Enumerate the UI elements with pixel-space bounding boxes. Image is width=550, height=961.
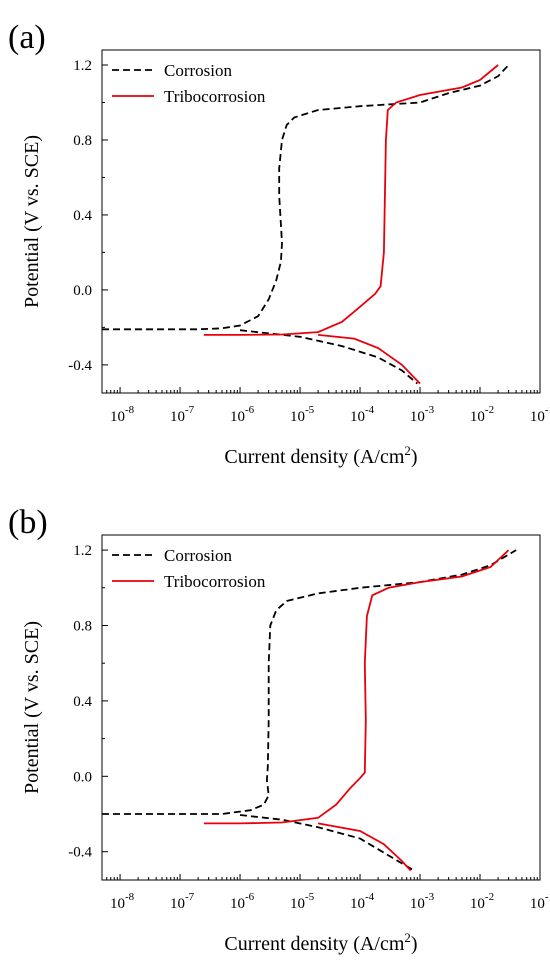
- x-tick-label: 10-4: [350, 404, 375, 425]
- series-line-tribocorrosion-cathodic: [318, 334, 421, 385]
- x-tick-exponent: -1: [545, 891, 550, 903]
- series-line-tribocorrosion-cathodic: [317, 822, 412, 872]
- x-axis-label-main: Current density (A/cm: [224, 446, 404, 468]
- y-tick-label: -0.4: [68, 845, 92, 861]
- x-axis-label-close: ): [411, 446, 418, 468]
- y-tick-label: 0.0: [73, 769, 92, 785]
- y-tick-label: 0.0: [73, 283, 92, 299]
- series-line-corrosion-cathodic: [239, 329, 418, 385]
- plot-frame: [101, 534, 541, 881]
- y-tick-label: 0.8: [73, 618, 92, 634]
- panel-label: (b): [8, 504, 48, 541]
- y-tick-label: 0.4: [73, 694, 92, 710]
- series-line-tribocorrosion-anodic: [203, 549, 510, 825]
- x-tick-base: 10: [410, 409, 425, 425]
- x-tick-label: 10-3: [410, 891, 435, 912]
- x-tick-base: 10: [170, 409, 185, 425]
- x-tick-exponent: -5: [305, 404, 315, 416]
- x-tick-label: 10-1: [530, 891, 550, 912]
- x-tick-exponent: -1: [545, 404, 550, 416]
- x-tick-base: 10: [230, 409, 245, 425]
- x-tick-base: 10: [110, 896, 125, 912]
- x-tick-label: 10-8: [110, 404, 135, 425]
- chart-panel-a: (a)-0.40.00.40.81.210-8 10-7 10-6 10-5 10-4 1…: [8, 19, 550, 468]
- x-tick-label: 10-5: [290, 404, 315, 425]
- x-axis-label-main: Current density (A/cm: [224, 933, 404, 955]
- x-tick-label: 10-7: [170, 404, 195, 425]
- series-line-tribocorrosion-anodic: [203, 64, 499, 336]
- x-tick-label: 10-1: [530, 404, 550, 425]
- y-tick-label: 1.2: [73, 543, 92, 559]
- x-tick-exponent: -4: [365, 404, 375, 416]
- chart-panel-b: (b)-0.40.00.40.81.210-8 10-7 10-6 10-5 10-4 1…: [8, 504, 550, 955]
- x-tick-base: 10: [410, 896, 425, 912]
- x-axis-label: Current density (A/cm2): [224, 930, 417, 955]
- x-tick-base: 10: [290, 409, 305, 425]
- x-tick-exponent: -6: [245, 891, 255, 903]
- x-tick-label: 10-2: [470, 891, 494, 912]
- y-tick-label: 0.8: [73, 133, 92, 149]
- plot-frame: [101, 49, 541, 394]
- x-axis-label-superscript: 2: [404, 930, 411, 945]
- x-tick-base: 10: [530, 896, 545, 912]
- x-tick-label: 10-7: [170, 891, 195, 912]
- y-tick-label: 0.4: [73, 208, 92, 224]
- y-axis-label: Potential (V vs. SCE): [21, 135, 43, 308]
- x-tick-exponent: -7: [185, 891, 195, 903]
- x-tick-exponent: -6: [245, 404, 255, 416]
- x-tick-label: 10-6: [230, 891, 255, 912]
- x-axis-label-superscript: 2: [404, 443, 411, 458]
- x-tick-exponent: -5: [305, 891, 315, 903]
- series-line-corrosion-cathodic: [239, 814, 415, 872]
- series-line-corrosion-anodic: [102, 64, 510, 331]
- x-tick-base: 10: [110, 409, 125, 425]
- x-tick-exponent: -4: [365, 891, 375, 903]
- x-tick-base: 10: [290, 896, 305, 912]
- x-tick-label: 10-8: [110, 891, 135, 912]
- x-tick-exponent: -3: [425, 404, 435, 416]
- x-tick-label: 10-3: [410, 404, 435, 425]
- x-tick-exponent: -2: [485, 891, 494, 903]
- y-axis-label: Potential (V vs. SCE): [21, 621, 43, 794]
- x-tick-base: 10: [230, 896, 245, 912]
- x-axis-label-close: ): [411, 933, 418, 955]
- x-tick-base: 10: [170, 896, 185, 912]
- x-tick-label: 10-5: [290, 891, 315, 912]
- y-tick-label: -0.4: [68, 358, 92, 374]
- x-tick-base: 10: [470, 896, 485, 912]
- x-tick-exponent: -2: [485, 404, 494, 416]
- x-tick-exponent: -8: [125, 891, 135, 903]
- legend-label: Tribocorrosion: [164, 572, 266, 591]
- legend-label: Tribocorrosion: [164, 87, 266, 106]
- legend-label: Corrosion: [164, 546, 233, 565]
- x-tick-label: 10-2: [470, 404, 494, 425]
- x-tick-exponent: -8: [125, 404, 135, 416]
- x-tick-exponent: -3: [425, 891, 435, 903]
- x-tick-base: 10: [470, 409, 485, 425]
- x-tick-base: 10: [350, 896, 365, 912]
- legend-label: Corrosion: [164, 61, 233, 80]
- x-tick-label: 10-4: [350, 891, 375, 912]
- x-tick-base: 10: [350, 409, 365, 425]
- x-axis-label: Current density (A/cm2): [224, 443, 417, 468]
- y-tick-label: 1.2: [73, 58, 92, 74]
- x-tick-base: 10: [530, 409, 545, 425]
- panel-label: (a): [8, 19, 46, 56]
- x-tick-label: 10-6: [230, 404, 255, 425]
- x-tick-exponent: -7: [185, 404, 195, 416]
